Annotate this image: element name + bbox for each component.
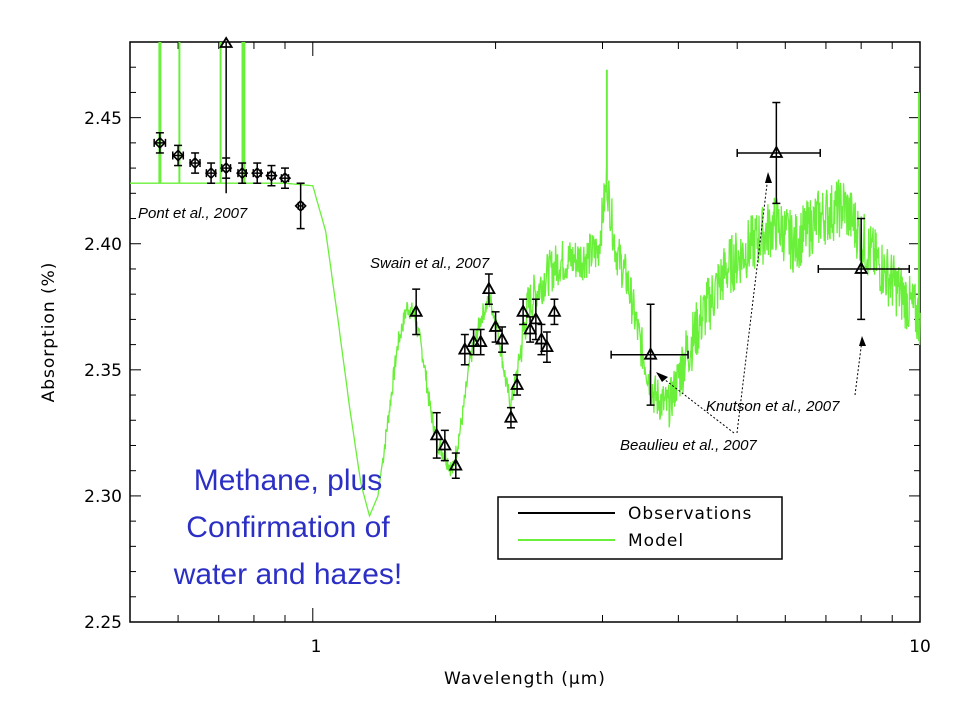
diamond-marker: [153, 136, 167, 150]
triangle-marker: [473, 334, 488, 347]
observation-point: [188, 152, 202, 174]
observation-point: [466, 328, 481, 356]
triangle-marker: [219, 36, 234, 48]
legend-box: [497, 496, 783, 560]
pointer-knutson-2: [854, 339, 863, 396]
observation-point: [481, 273, 496, 306]
observation-point: [429, 411, 444, 459]
observation-point: [510, 374, 525, 396]
annotation-swain: Swain et al., 2007: [370, 255, 490, 272]
diamond-marker: [294, 199, 307, 213]
diamond-marker: [251, 166, 264, 180]
diamond-marker: [265, 169, 278, 182]
observations-group: [153, 36, 910, 480]
triangle-marker: [534, 331, 549, 345]
triangle-marker: [429, 427, 444, 441]
observation-point: [153, 132, 167, 154]
pointer-heads: [656, 172, 866, 382]
legend-label-observations: Observations: [628, 504, 752, 524]
triangle-marker: [495, 331, 510, 345]
triangle-marker: [466, 334, 481, 347]
arrowhead: [656, 372, 668, 382]
model-curve-group: [130, 42, 921, 518]
observation-point: [817, 217, 910, 321]
observation-point: [488, 311, 503, 343]
triangle-marker: [481, 281, 496, 295]
triangle-marker: [437, 437, 452, 451]
annotation-pointers: [659, 175, 863, 434]
y-axis-title: Absorption (%): [39, 262, 59, 403]
observation-point: [409, 288, 424, 336]
y-tick-label: 2.30: [84, 487, 122, 507]
triangle-marker: [539, 339, 554, 353]
triangle-marker: [457, 341, 472, 355]
pointer-knutson-1: [736, 175, 769, 434]
observation-point: [539, 331, 554, 364]
observation-point: [473, 328, 488, 356]
diamond-marker: [204, 166, 218, 180]
annotation-pont: Pont et al., 2007: [138, 205, 248, 222]
observation-point: [516, 298, 531, 326]
y-tick-label: 2.25: [84, 613, 122, 633]
headline-line-2: Confirmation of: [186, 511, 390, 544]
y-tick-label: 2.35: [84, 361, 122, 381]
observation-point: [278, 167, 292, 190]
axis-ticks: [129, 41, 921, 623]
triangle-marker: [523, 321, 538, 335]
triangle-marker: [769, 145, 784, 158]
triangle-marker: [528, 311, 543, 325]
x-axis-title: Wavelength (μm): [444, 669, 606, 689]
diamond-marker: [236, 166, 249, 180]
observation-point: [547, 298, 562, 326]
arrowhead: [765, 172, 772, 183]
observation-point: [736, 101, 821, 205]
legend-label-model: Model: [628, 531, 684, 551]
observation-point: [294, 182, 307, 230]
observation-point: [265, 164, 278, 187]
legend: Observations Model: [497, 496, 783, 560]
triangle-marker: [547, 303, 562, 317]
arrowhead: [859, 336, 866, 346]
x-tick-label: 10: [909, 637, 931, 657]
x-tick-label: 1: [311, 637, 322, 657]
pointer-beaulieu: [659, 375, 735, 434]
y-tick-label: 2.45: [84, 109, 122, 129]
observation-point: [219, 36, 234, 194]
diamond-marker: [171, 149, 185, 162]
y-tick-label: 2.40: [84, 235, 122, 255]
headline-line-1: Methane, plus: [194, 464, 382, 497]
observation-point: [204, 162, 218, 184]
annotation-beaulieu: Beaulieu et al., 2007: [620, 437, 757, 454]
observation-point: [495, 326, 510, 353]
headline-line-3: water and hazes!: [173, 558, 402, 591]
diamond-marker: [278, 172, 292, 185]
observation-point: [251, 162, 264, 184]
observation-point: [457, 333, 472, 366]
triangle-marker: [488, 319, 503, 332]
triangle-marker: [510, 377, 525, 390]
model-line: [130, 168, 921, 518]
triangle-marker: [503, 409, 518, 423]
diamond-marker: [188, 156, 202, 170]
observation-point: [448, 452, 463, 480]
triangle-marker: [409, 303, 424, 317]
observation-point: [171, 144, 185, 167]
triangle-marker: [854, 261, 869, 274]
triangle-marker: [516, 303, 531, 317]
observation-point: [523, 316, 538, 343]
annotation-knutson: Knutson et al., 2007: [706, 398, 840, 415]
observation-point: [437, 429, 452, 462]
triangle-marker: [643, 346, 658, 360]
observation-point: [528, 298, 543, 341]
observation-point: [610, 303, 689, 406]
triangle-marker: [448, 457, 463, 471]
observation-point: [503, 406, 518, 429]
observation-point: [236, 162, 249, 184]
